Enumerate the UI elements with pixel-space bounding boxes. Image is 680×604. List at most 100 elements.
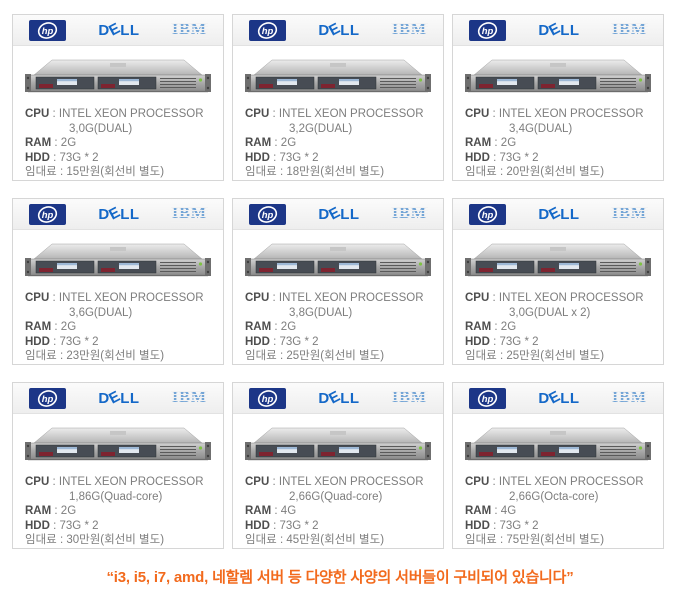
server-product-card[interactable]: hp DELL IBM <box>12 14 224 181</box>
ram-label: RAM <box>465 505 492 517</box>
fee-label: 임대료 <box>245 166 277 178</box>
separator: : <box>56 534 67 546</box>
server-product-card[interactable]: hp DELL IBM <box>232 198 444 365</box>
separator: : <box>496 350 507 362</box>
fee-value: 20만원(회선비 별도) <box>506 166 605 178</box>
spec-fee-line: 임대료 : 15만원(회선비 별도) <box>25 165 215 180</box>
brand-logo-bar: hp DELL IBM <box>233 15 443 46</box>
server-product-card[interactable]: hp DELL IBM <box>12 382 224 549</box>
separator: : <box>489 519 500 532</box>
cpu-value-line2: 1,86G(Quad-core) <box>69 490 163 503</box>
dell-logo: DELL <box>538 387 579 407</box>
separator: : <box>49 292 59 304</box>
ram-value: 2G <box>60 321 77 333</box>
separator: : <box>49 151 60 164</box>
separator: : <box>51 505 61 517</box>
ram-value: 2G <box>280 137 297 149</box>
spec-ram-line: RAM : 2G <box>245 136 435 151</box>
rack-server-image <box>465 59 651 93</box>
fee-value: 15만원(회선비 별도) <box>66 166 165 178</box>
hdd-value: 73G * 2 <box>279 335 319 348</box>
brand-logo-bar: hp DELL IBM <box>13 199 223 230</box>
rack-server-image <box>465 427 651 461</box>
ram-label: RAM <box>25 321 52 333</box>
separator: : <box>271 137 281 149</box>
server-product-card[interactable]: hp DELL IBM <box>12 198 224 365</box>
ram-value: 2G <box>60 137 77 149</box>
fee-value: 75만원(회선비 별도) <box>506 534 605 546</box>
spec-list: CPU : INTEL XEON PROCESSOR 3,4G(DUAL) RA… <box>453 105 663 180</box>
spec-fee-line: 임대료 : 75만원(회선비 별도) <box>465 533 655 548</box>
hp-logo-icon: hp <box>29 203 66 225</box>
rack-server-image <box>25 243 211 277</box>
dell-letters: LL <box>560 21 580 39</box>
dell-logo: DELL <box>318 387 360 407</box>
dell-letter: D <box>538 205 550 223</box>
separator: : <box>489 108 499 120</box>
separator: : <box>491 137 501 149</box>
server-image-area <box>13 51 223 103</box>
separator: : <box>496 534 507 546</box>
spec-cpu-line: CPU : INTEL XEON PROCESSOR <box>465 475 655 490</box>
server-grid: hp DELL IBM <box>12 14 664 549</box>
cpu-value: INTEL XEON PROCESSOR <box>58 292 204 304</box>
separator: : <box>51 321 61 333</box>
hdd-value: 73G * 2 <box>279 519 319 532</box>
spec-list: CPU : INTEL XEON PROCESSOR 3,6G(DUAL) RA… <box>13 289 223 364</box>
separator: : <box>269 476 279 488</box>
dell-letter: D <box>318 389 330 407</box>
hdd-value: 73G * 2 <box>279 151 319 164</box>
separator: : <box>276 350 287 362</box>
hp-logo-text: hp <box>262 394 274 405</box>
cpu-value-line2: 2,66G(Quad-core) <box>289 490 383 503</box>
server-product-card[interactable]: hp DELL IBM <box>232 14 444 181</box>
dell-logo: DELL <box>98 387 139 407</box>
hdd-value: 73G * 2 <box>59 519 99 532</box>
hp-logo-text: hp <box>42 394 54 405</box>
spec-cpu-line: CPU : INTEL XEON PROCESSOR <box>25 107 215 122</box>
server-product-card[interactable]: hp DELL IBM <box>452 198 664 365</box>
ram-value: 2G <box>280 321 297 333</box>
dell-letter: D <box>318 21 330 39</box>
server-product-card[interactable]: hp DELL IBM <box>452 14 664 181</box>
spec-cpu-line: CPU : INTEL XEON PROCESSOR <box>25 291 215 306</box>
server-product-card[interactable]: hp DELL IBM <box>232 382 444 549</box>
spec-cpu-line: CPU : INTEL XEON PROCESSOR <box>245 107 435 122</box>
separator: : <box>489 476 499 488</box>
dell-logo: DELL <box>318 19 359 39</box>
separator: : <box>49 476 59 488</box>
dell-letter: D <box>98 389 110 407</box>
ram-label: RAM <box>245 505 272 517</box>
brand-logo-bar: hp DELL IBM <box>453 199 663 230</box>
fee-value: 25만원(회선비 별도) <box>286 350 385 362</box>
server-image-area <box>453 51 663 103</box>
dell-letters: LL <box>340 389 360 407</box>
fee-value: 25만원(회선비 별도) <box>506 350 605 362</box>
ibm-logo: IBM <box>391 21 428 39</box>
rack-server-image <box>245 427 431 461</box>
hdd-label: HDD <box>25 519 50 532</box>
spec-ram-line: RAM : 2G <box>25 320 215 335</box>
ibm-logo: IBM <box>611 205 648 223</box>
fee-label: 임대료 <box>465 350 497 362</box>
separator: : <box>269 292 279 304</box>
separator: : <box>49 335 60 348</box>
ram-label: RAM <box>465 137 492 149</box>
hdd-value: 73G * 2 <box>499 335 539 348</box>
separator: : <box>56 166 67 178</box>
spec-list: CPU : INTEL XEON PROCESSOR 1,86G(Quad-co… <box>13 473 223 548</box>
fee-label: 임대료 <box>465 534 497 546</box>
fee-value: 30만원(회선비 별도) <box>66 534 165 546</box>
hp-logo-text: hp <box>42 210 54 221</box>
fee-value: 45만원(회선비 별도) <box>286 534 385 546</box>
fee-value: 23만원(회선비 별도) <box>66 350 165 362</box>
cpu-value: INTEL XEON PROCESSOR <box>498 476 644 488</box>
cpu-value-line2: 3,0G(DUAL) <box>69 122 133 135</box>
server-product-card[interactable]: hp DELL IBM <box>452 382 664 549</box>
separator: : <box>56 350 67 362</box>
ram-value: 4G <box>280 505 297 517</box>
fee-label: 임대료 <box>25 534 57 546</box>
dell-letter: D <box>318 205 330 223</box>
dell-logo: DELL <box>318 203 359 223</box>
hp-logo-text: hp <box>42 26 54 37</box>
